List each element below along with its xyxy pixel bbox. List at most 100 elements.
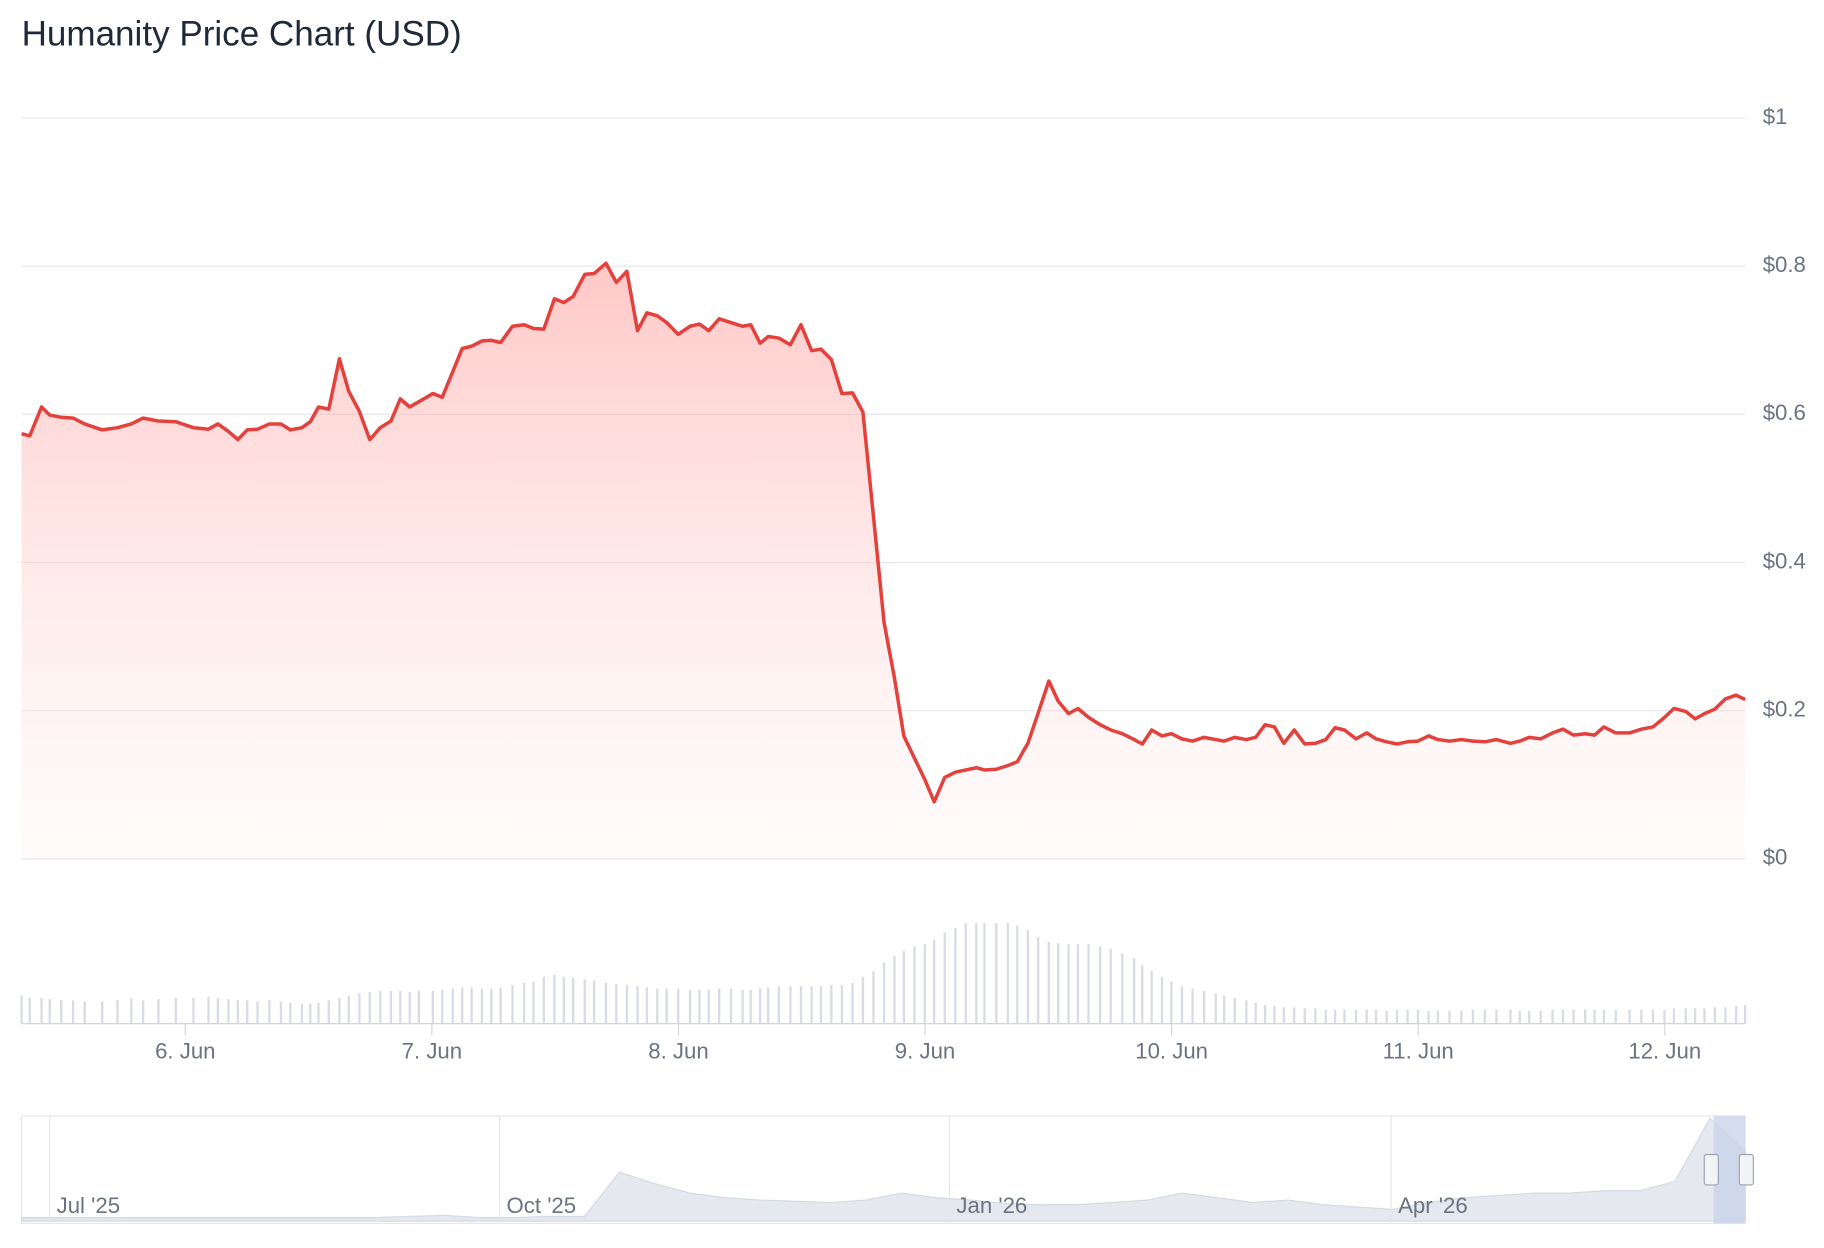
volume-bar: [327, 1000, 330, 1024]
volume-bar: [207, 996, 210, 1024]
volume-bar: [717, 988, 721, 1024]
volume-bar: [1047, 941, 1050, 1024]
plot: $0 $0.2 $0.4 $0.6 $0.8 $1 6. Jun 7. Jun 8. Jun 9.…: [20, 104, 1806, 1064]
volume-bar: [1427, 1010, 1430, 1024]
volume-bar: [1395, 1009, 1399, 1024]
volume-bar: [1703, 1008, 1706, 1024]
volume-bar: [1314, 1008, 1317, 1024]
volume-bar: [1233, 997, 1236, 1024]
volume-bar: [707, 989, 710, 1024]
volume-bar: [1572, 1009, 1575, 1024]
x-tick-label: 7. Jun: [402, 1039, 462, 1064]
volume-bar: [1303, 1008, 1306, 1024]
y-tick-label: $1: [1763, 104, 1788, 129]
volume-bar: [1693, 1008, 1697, 1024]
volume-bar: [1293, 1007, 1296, 1024]
volume-bar: [1561, 1009, 1565, 1024]
volume-bar: [157, 999, 160, 1024]
volume-bar: [1222, 995, 1226, 1024]
volume-bar: [1160, 976, 1164, 1024]
volume-bar: [317, 1002, 320, 1024]
volume-bar: [174, 997, 178, 1024]
volume-bar: [1076, 944, 1080, 1024]
navigator-label: Apr '26: [1398, 1193, 1468, 1218]
volume-bar: [389, 990, 393, 1024]
volume-bar: [1087, 944, 1090, 1024]
volume-bar: [1509, 1009, 1512, 1024]
volume-bar: [698, 989, 701, 1024]
volume-bar: [592, 980, 596, 1024]
volume-bar: [789, 986, 792, 1024]
volume-bar: [490, 988, 493, 1024]
navigator-handle[interactable]: [1703, 1153, 1719, 1186]
volume-bar: [279, 1001, 283, 1024]
volume-bar: [1640, 1009, 1643, 1024]
volume-bar: [451, 988, 455, 1024]
volume-bar: [48, 999, 51, 1024]
volume-bar: [1583, 1009, 1587, 1024]
volume-bar: [625, 985, 629, 1024]
x-tick-label: 8. Jun: [648, 1039, 708, 1064]
volume-bar: [216, 997, 220, 1024]
volume-bar: [141, 1000, 145, 1024]
volume-bar: [932, 939, 936, 1024]
volume-bar: [749, 989, 752, 1024]
volume-bar: [1495, 1009, 1498, 1024]
volume-bar: [1374, 1009, 1378, 1024]
volume-bar: [347, 995, 350, 1024]
volume-bar: [1121, 953, 1124, 1024]
chart-title: Humanity Price Chart (USD): [22, 14, 462, 53]
x-tick-label: 11. Jun: [1383, 1039, 1454, 1064]
volume-bar: [872, 971, 875, 1024]
navigator: Jul '25 Oct '25 Jan '26 Apr '26: [20, 1115, 1746, 1224]
volume-bar: [1483, 1009, 1486, 1024]
volume-bar: [1098, 946, 1102, 1024]
volume-bar: [227, 999, 230, 1024]
volume-bar: [60, 1000, 63, 1024]
x-tick-label: 6. Jun: [155, 1039, 215, 1064]
volume-bar: [101, 1001, 104, 1024]
volume-bar: [71, 1000, 75, 1024]
volume-bar: [572, 978, 575, 1024]
volume-bar: [777, 986, 780, 1024]
navigator-label: Oct '25: [507, 1193, 577, 1218]
volume-bar: [1539, 1010, 1542, 1024]
volume-bar: [1191, 988, 1194, 1024]
volume-bar: [1744, 1004, 1747, 1024]
volume-bar: [677, 988, 680, 1024]
volume-bar: [830, 985, 833, 1024]
volume-bar: [1406, 1009, 1409, 1024]
volume-bar: [1006, 923, 1010, 1024]
volume-bar: [1273, 1006, 1276, 1024]
volume-bar: [300, 1003, 304, 1024]
volume-bar: [1203, 990, 1206, 1024]
volume-bar: [542, 976, 545, 1024]
volume-bar: [604, 982, 608, 1024]
volume-bar: [116, 1000, 119, 1024]
y-tick-label: $0.4: [1763, 548, 1806, 573]
volume-bar: [236, 1000, 239, 1024]
volume-bar: [1460, 1010, 1463, 1024]
volume-bar: [758, 988, 762, 1024]
volume-bar: [28, 997, 31, 1024]
volume-bar: [461, 987, 464, 1024]
volume-bar: [1672, 1008, 1676, 1024]
volume-bar: [1245, 1000, 1248, 1024]
volume-bar: [1324, 1009, 1327, 1024]
navigator-handle[interactable]: [1738, 1153, 1754, 1186]
volume-bar: [268, 1000, 271, 1024]
volume-bar: [964, 923, 967, 1024]
volume-bar: [1416, 1009, 1420, 1024]
volume-bar: [1150, 971, 1153, 1024]
volume-bar: [954, 927, 957, 1024]
y-tick-label: $0.8: [1763, 252, 1806, 277]
volume-bar: [851, 982, 854, 1024]
volume-bar: [470, 987, 473, 1024]
volume-bar: [645, 987, 649, 1024]
y-tick-label: $0.2: [1763, 697, 1806, 722]
volume-bar: [1684, 1008, 1687, 1024]
volume-bar: [799, 986, 803, 1024]
volume-bar: [522, 982, 526, 1024]
volume-bar: [338, 997, 341, 1024]
volume-bar: [913, 946, 916, 1024]
